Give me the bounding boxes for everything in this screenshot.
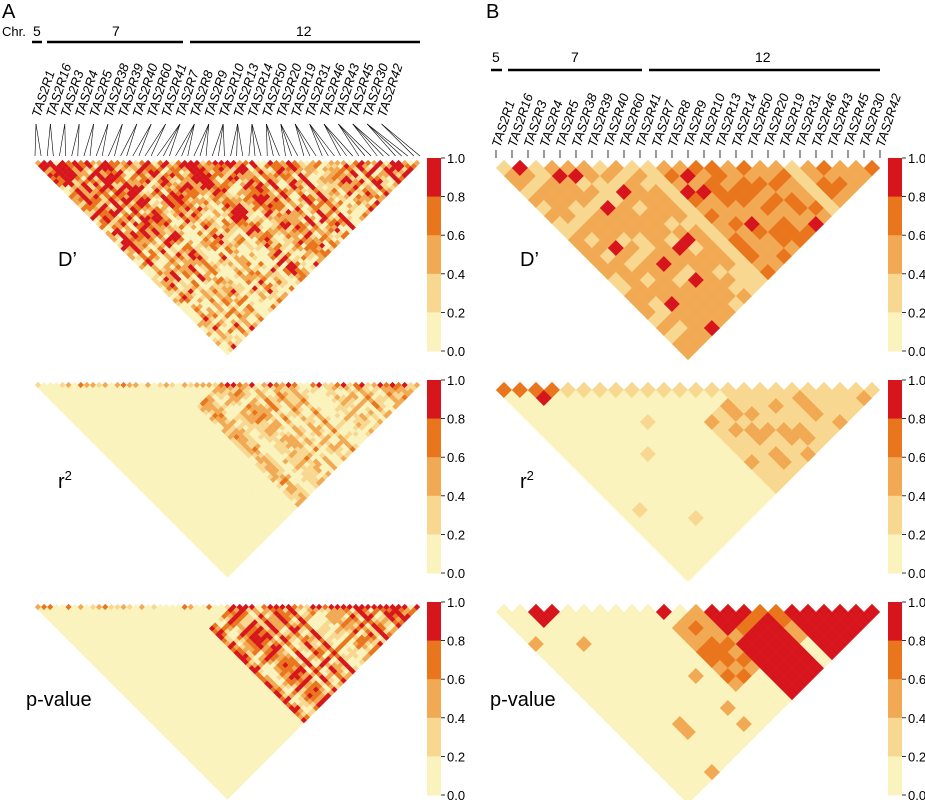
- panel-b-chromosome-header: 5 7 12: [491, 49, 880, 72]
- snp-connector-line: [366, 123, 402, 157]
- snp-connector-line: [211, 123, 224, 157]
- snp-connector-line: [181, 123, 195, 157]
- panel-b-gene-labels: TAS2R1TAS2R16TAS2R3TAS2R4TAS2R5TAS2R38TA…: [489, 91, 904, 158]
- snp-connector-line: [50, 123, 54, 157]
- snp-connector-line: [77, 123, 80, 157]
- snp-connector-line: [248, 123, 253, 157]
- snp-connector-line: [323, 123, 341, 157]
- snp-connector-line: [64, 123, 66, 157]
- panel-a-dprime-heatmap: [34, 159, 421, 356]
- snp-connector-line: [83, 123, 94, 157]
- snp-connector-line: [138, 123, 152, 157]
- snp-connector-line: [35, 123, 42, 157]
- snp-connector-line: [381, 123, 415, 157]
- snp-connector-line: [323, 123, 354, 157]
- snp-connector-line: [187, 123, 195, 157]
- snp-connector-line: [193, 123, 210, 157]
- panel-a-r2-heatmap: [34, 381, 421, 578]
- snp-connector-line: [222, 123, 225, 157]
- panel-b-chromosome-7-label: 7: [571, 49, 579, 65]
- chromosome-prefix-label: Chr.: [2, 24, 26, 39]
- snp-connector-line: [309, 123, 329, 157]
- snp-connector-line: [309, 123, 335, 157]
- panel-letter-a: A: [2, 1, 16, 23]
- snp-connector-line: [59, 123, 66, 157]
- snp-connector-line: [294, 123, 311, 157]
- snp-connector-line: [352, 123, 390, 157]
- snp-connector-line: [114, 123, 123, 157]
- snp-connector-line: [366, 123, 396, 157]
- snp-connector-line: [251, 123, 262, 157]
- snp-connector-line: [294, 123, 317, 157]
- snp-connector-line: [199, 123, 210, 157]
- snp-connector-line: [156, 123, 181, 157]
- snp-connector-line: [237, 123, 244, 157]
- snp-connector-line: [175, 123, 195, 157]
- panel-a-snp-connector-lines: [34, 123, 421, 157]
- snp-connector-line: [294, 123, 305, 157]
- snp-connector-line: [230, 123, 238, 157]
- snp-connector-line: [120, 123, 138, 157]
- snp-connector-line: [352, 123, 384, 157]
- snp-connector-line: [144, 123, 166, 157]
- panel-a-pvalue-heatmap: [34, 603, 421, 800]
- snp-connector-line: [46, 123, 51, 157]
- snp-connector-line: [367, 123, 408, 157]
- snp-connector-line: [251, 123, 256, 157]
- panel-a-gene-labels: TAS2R1TAS2R16TAS2R3TAS2R4TAS2R5TAS2R38TA…: [29, 61, 406, 119]
- panel-a-chromosome-7-label: 7: [112, 23, 120, 39]
- snp-connector-line: [150, 123, 166, 157]
- snp-connector-line: [309, 123, 323, 157]
- snp-connector-line: [205, 123, 210, 157]
- snp-connector-line: [280, 123, 292, 157]
- snp-connector-line: [352, 123, 378, 157]
- panel-letter-b: B: [486, 1, 499, 23]
- snp-connector-line: [163, 123, 181, 157]
- snp-connector-line: [89, 123, 94, 157]
- snp-connector-line: [218, 123, 224, 157]
- snp-connector-line: [108, 123, 123, 157]
- panel-a-chromosome-header: Chr. 5 7 12: [2, 23, 420, 44]
- snp-connector-line: [266, 123, 274, 157]
- snp-connector-line: [381, 123, 421, 157]
- snp-connector-line: [338, 123, 360, 157]
- snp-connector-line: [34, 123, 37, 157]
- snp-connector-line: [280, 123, 299, 157]
- snp-connector-line: [236, 123, 238, 157]
- snp-connector-line: [126, 123, 138, 157]
- snp-connector-line: [338, 123, 366, 157]
- snp-connector-line: [266, 123, 268, 157]
- snp-connector-line: [132, 123, 152, 157]
- snp-connector-line: [71, 123, 80, 157]
- snp-connector-line: [266, 123, 280, 157]
- snp-connector-line: [95, 123, 109, 157]
- snp-connector-line: [323, 123, 347, 157]
- snp-connector-line: [101, 123, 109, 157]
- panel-a-chromosome-12-label: 12: [296, 23, 312, 39]
- snp-connector-line: [280, 123, 286, 157]
- panel-b-chromosome-12-label: 12: [755, 49, 771, 65]
- snp-connector-line: [338, 123, 372, 157]
- panel-b-chromosome-5-label: 5: [492, 49, 500, 65]
- panel-a-chromosome-5-label: 5: [33, 23, 41, 39]
- snp-connector-line: [169, 123, 181, 157]
